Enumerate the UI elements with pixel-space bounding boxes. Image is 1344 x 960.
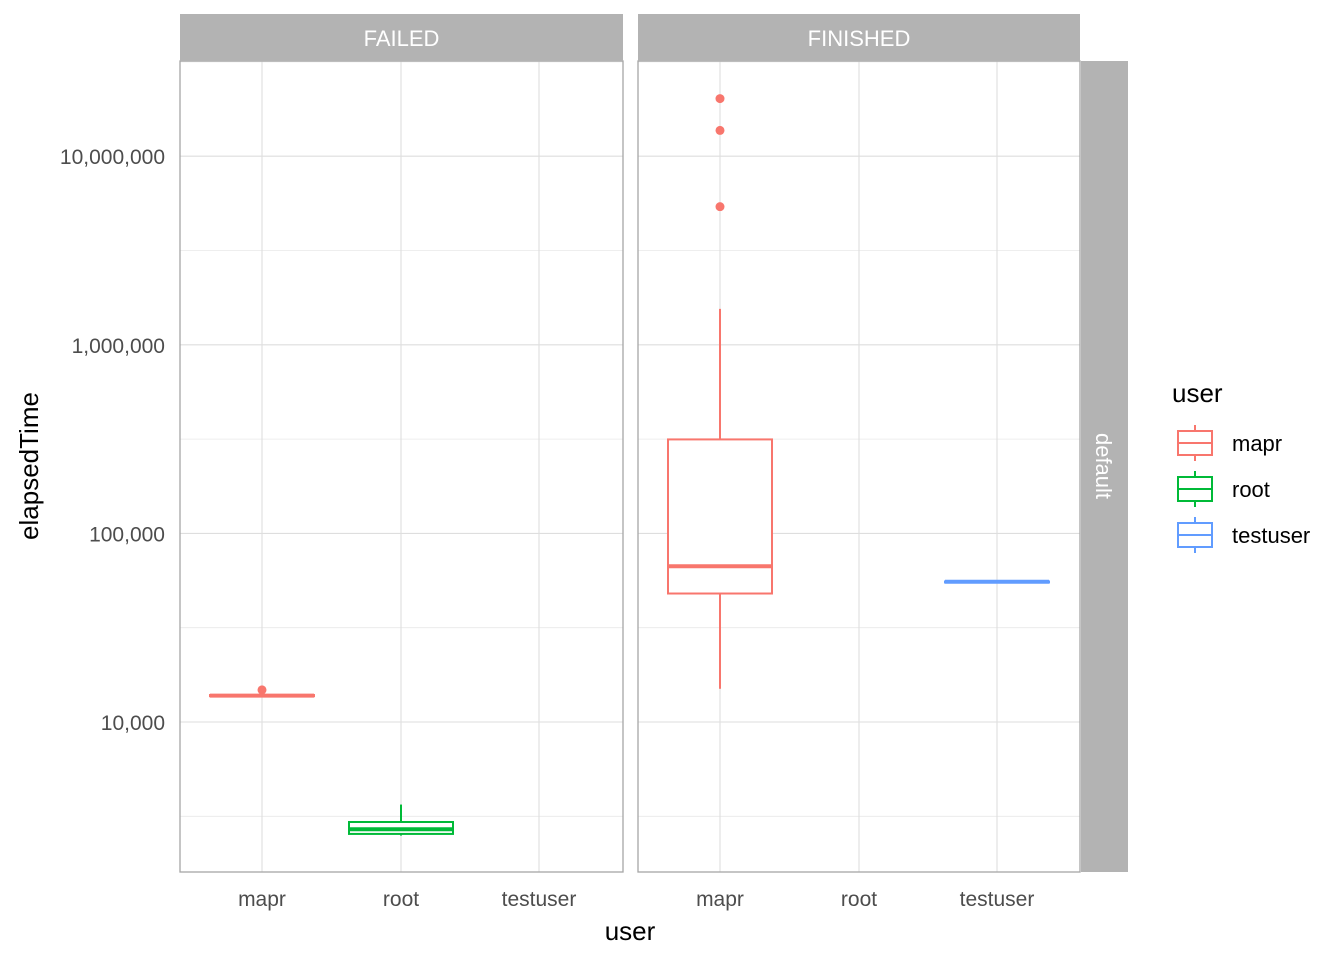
legend-title: user xyxy=(1172,378,1223,408)
x-tick-label: root xyxy=(383,888,419,911)
boxplot-mapr xyxy=(209,685,315,698)
y-tick-label: 10,000,000 xyxy=(60,146,165,169)
legend: user mapr root testuser xyxy=(1172,378,1310,553)
x-tick-label: testuser xyxy=(502,888,577,911)
facet-strip-label: FAILED xyxy=(364,26,440,51)
outlier-point xyxy=(715,202,725,212)
x-tick-label: root xyxy=(841,888,877,911)
y-tick-label: 1,000,000 xyxy=(72,335,165,358)
boxplot-root xyxy=(348,804,454,836)
outlier-point xyxy=(715,94,725,104)
mark-layer xyxy=(209,94,1050,836)
facet-strip xyxy=(180,14,623,61)
legend-key-testuser: testuser xyxy=(1177,517,1310,553)
y-axis-title: elapsedTime xyxy=(14,392,44,540)
legend-key-mapr: mapr xyxy=(1177,425,1282,461)
boxplot-mapr xyxy=(667,94,773,689)
grid-layer xyxy=(180,61,1080,872)
row-facet-strip xyxy=(1081,61,1128,872)
x-tick-label: testuser xyxy=(960,888,1035,911)
legend-label: mapr xyxy=(1232,431,1282,456)
outlier-point xyxy=(715,125,725,135)
facet-strip-label: FINISHED xyxy=(808,26,911,51)
box-iqr xyxy=(667,438,773,595)
legend-key-root: root xyxy=(1177,471,1270,507)
x-axis-title: user xyxy=(605,916,656,946)
y-tick-label: 100,000 xyxy=(89,523,165,546)
legend-keys: mapr root testuser xyxy=(1177,425,1310,553)
x-tick-label: mapr xyxy=(238,888,286,911)
legend-label: testuser xyxy=(1232,523,1310,548)
facet-strip xyxy=(638,14,1080,61)
row-facet-label: default xyxy=(1091,433,1116,499)
boxplot-testuser xyxy=(944,579,1050,584)
legend-label: root xyxy=(1232,477,1270,502)
frame-layer: FAILED mapr root testuser FINISHED mapr root te… xyxy=(60,14,1128,911)
y-tick-label: 10,000 xyxy=(101,712,165,735)
outlier-point xyxy=(257,685,267,695)
x-tick-label: mapr xyxy=(696,888,744,911)
